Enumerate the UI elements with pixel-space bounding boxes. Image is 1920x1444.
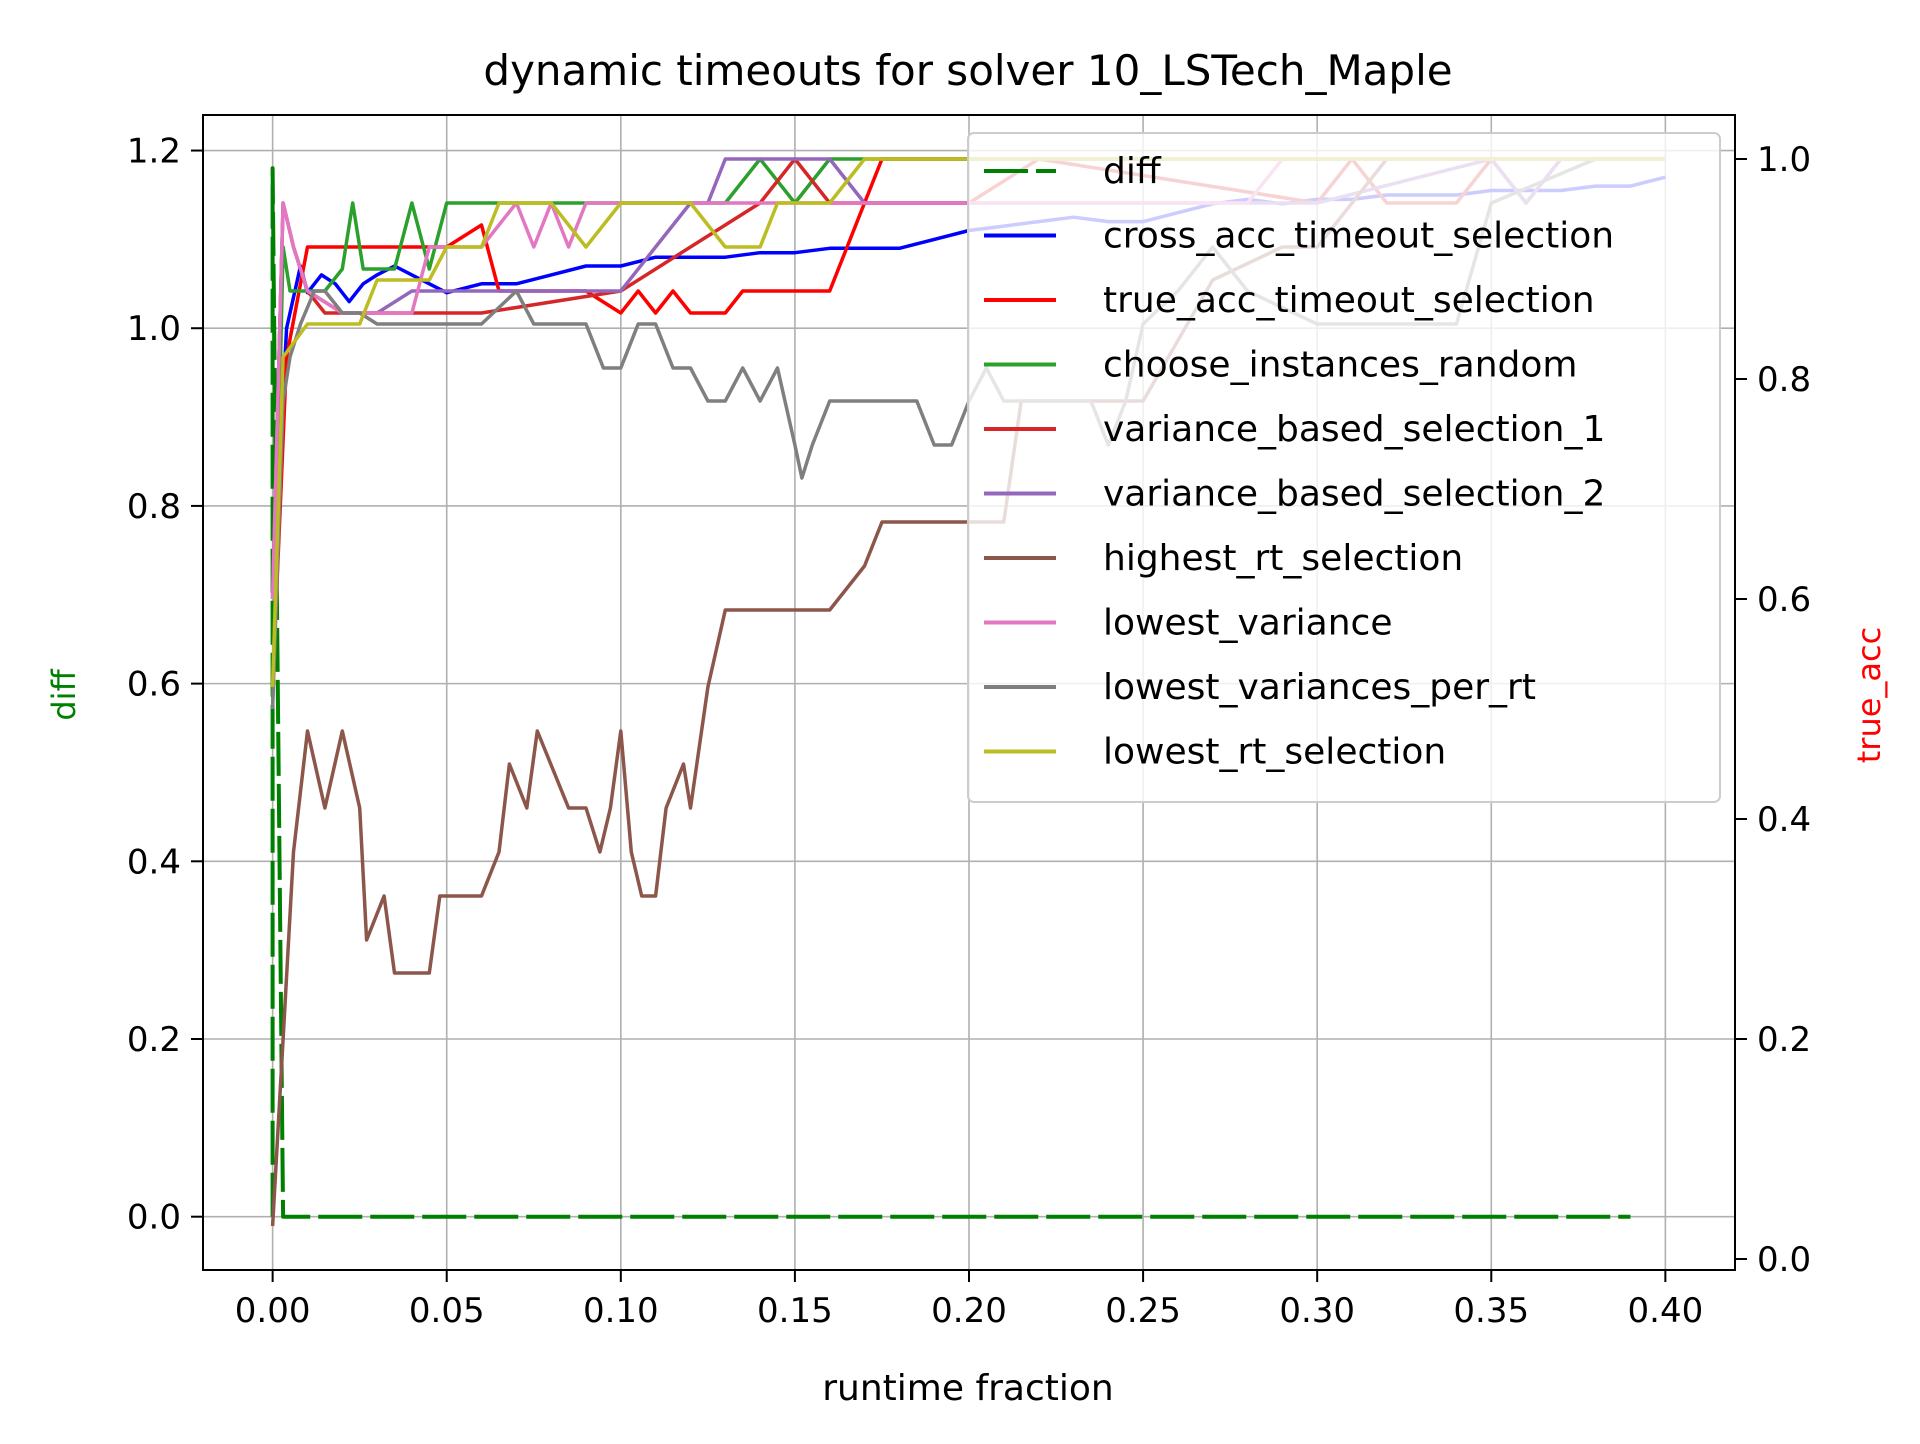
y-left-tick-label: 0.4 bbox=[127, 842, 181, 882]
series-line-lowest_rt_selection bbox=[270, 157, 1666, 688]
legend: diff cross_acc_timeout_selection true_acc_… bbox=[967, 132, 1721, 803]
legend-label-lowest_variance: lowest_variance bbox=[1103, 603, 1392, 644]
y-right-tick-label: 0.4 bbox=[1757, 800, 1811, 840]
axes-layer: 0.00 0.05 0.10 0.15 0.20 0.25 0.30 0.35 0.40 0.0 0… bbox=[127, 114, 1811, 1331]
series-line-choose_instances_random bbox=[270, 157, 1666, 710]
y-left-tick-label: 1.0 bbox=[127, 309, 181, 349]
y-left-tick-label: 1.2 bbox=[127, 132, 181, 172]
y-right-tick-label: 0.6 bbox=[1757, 580, 1811, 620]
legend-label-choose_instances_random: choose_instances_random bbox=[1103, 345, 1577, 386]
legend-label-lowest_variances_per_rt: lowest_variances_per_rt bbox=[1103, 667, 1536, 708]
legend-label-highest_rt_selection: highest_rt_selection bbox=[1103, 538, 1463, 579]
x-tick-label: 0.25 bbox=[1105, 1291, 1181, 1331]
x-tick-label: 0.35 bbox=[1453, 1291, 1529, 1331]
legend-label-lowest_rt_selection: lowest_rt_selection bbox=[1103, 732, 1446, 773]
y-left-tick-label: 0.2 bbox=[127, 1020, 181, 1060]
y-right-tick-label: 0.2 bbox=[1757, 1020, 1811, 1060]
series-layer bbox=[270, 157, 1666, 1227]
x-tick-label: 0.00 bbox=[235, 1291, 311, 1331]
legend-label-cross_acc_timeout_selection: cross_acc_timeout_selection bbox=[1103, 216, 1614, 257]
y-right-tick-label: 1.0 bbox=[1757, 140, 1811, 180]
x-tick-label: 0.05 bbox=[409, 1291, 485, 1331]
legend-label-true_acc_timeout_selection: true_acc_timeout_selection bbox=[1103, 280, 1595, 321]
x-axis-label: runtime fraction bbox=[822, 1368, 1114, 1409]
legend-box bbox=[967, 132, 1721, 803]
y-axis-label-left: diff bbox=[45, 668, 83, 720]
x-tick-label: 0.15 bbox=[757, 1291, 833, 1331]
y-left-tick-label: 0.6 bbox=[127, 665, 181, 705]
x-tick-label: 0.20 bbox=[931, 1291, 1007, 1331]
legend-label-diff: diff bbox=[1103, 151, 1162, 192]
x-tick-label: 0.10 bbox=[583, 1291, 659, 1331]
y-left-tick-label: 0.8 bbox=[127, 487, 181, 527]
x-tick-label: 0.30 bbox=[1279, 1291, 1355, 1331]
x-tick-label: 0.40 bbox=[1628, 1291, 1704, 1331]
y-left-tick-label: 0.0 bbox=[127, 1198, 181, 1238]
legend-label-variance_based_selection_1: variance_based_selection_1 bbox=[1103, 409, 1605, 450]
y-right-tick-label: 0.0 bbox=[1757, 1240, 1811, 1280]
y-axis-label-right: true_acc bbox=[1850, 627, 1888, 763]
series-line-true_acc_timeout_selection bbox=[270, 157, 1666, 688]
legend-label-variance_based_selection_2: variance_based_selection_2 bbox=[1103, 474, 1605, 515]
plot-frame bbox=[202, 114, 1736, 1271]
chart-title: dynamic timeouts for solver 10_LSTech_Ma… bbox=[483, 46, 1452, 95]
y-right-tick-label: 0.8 bbox=[1757, 360, 1811, 400]
